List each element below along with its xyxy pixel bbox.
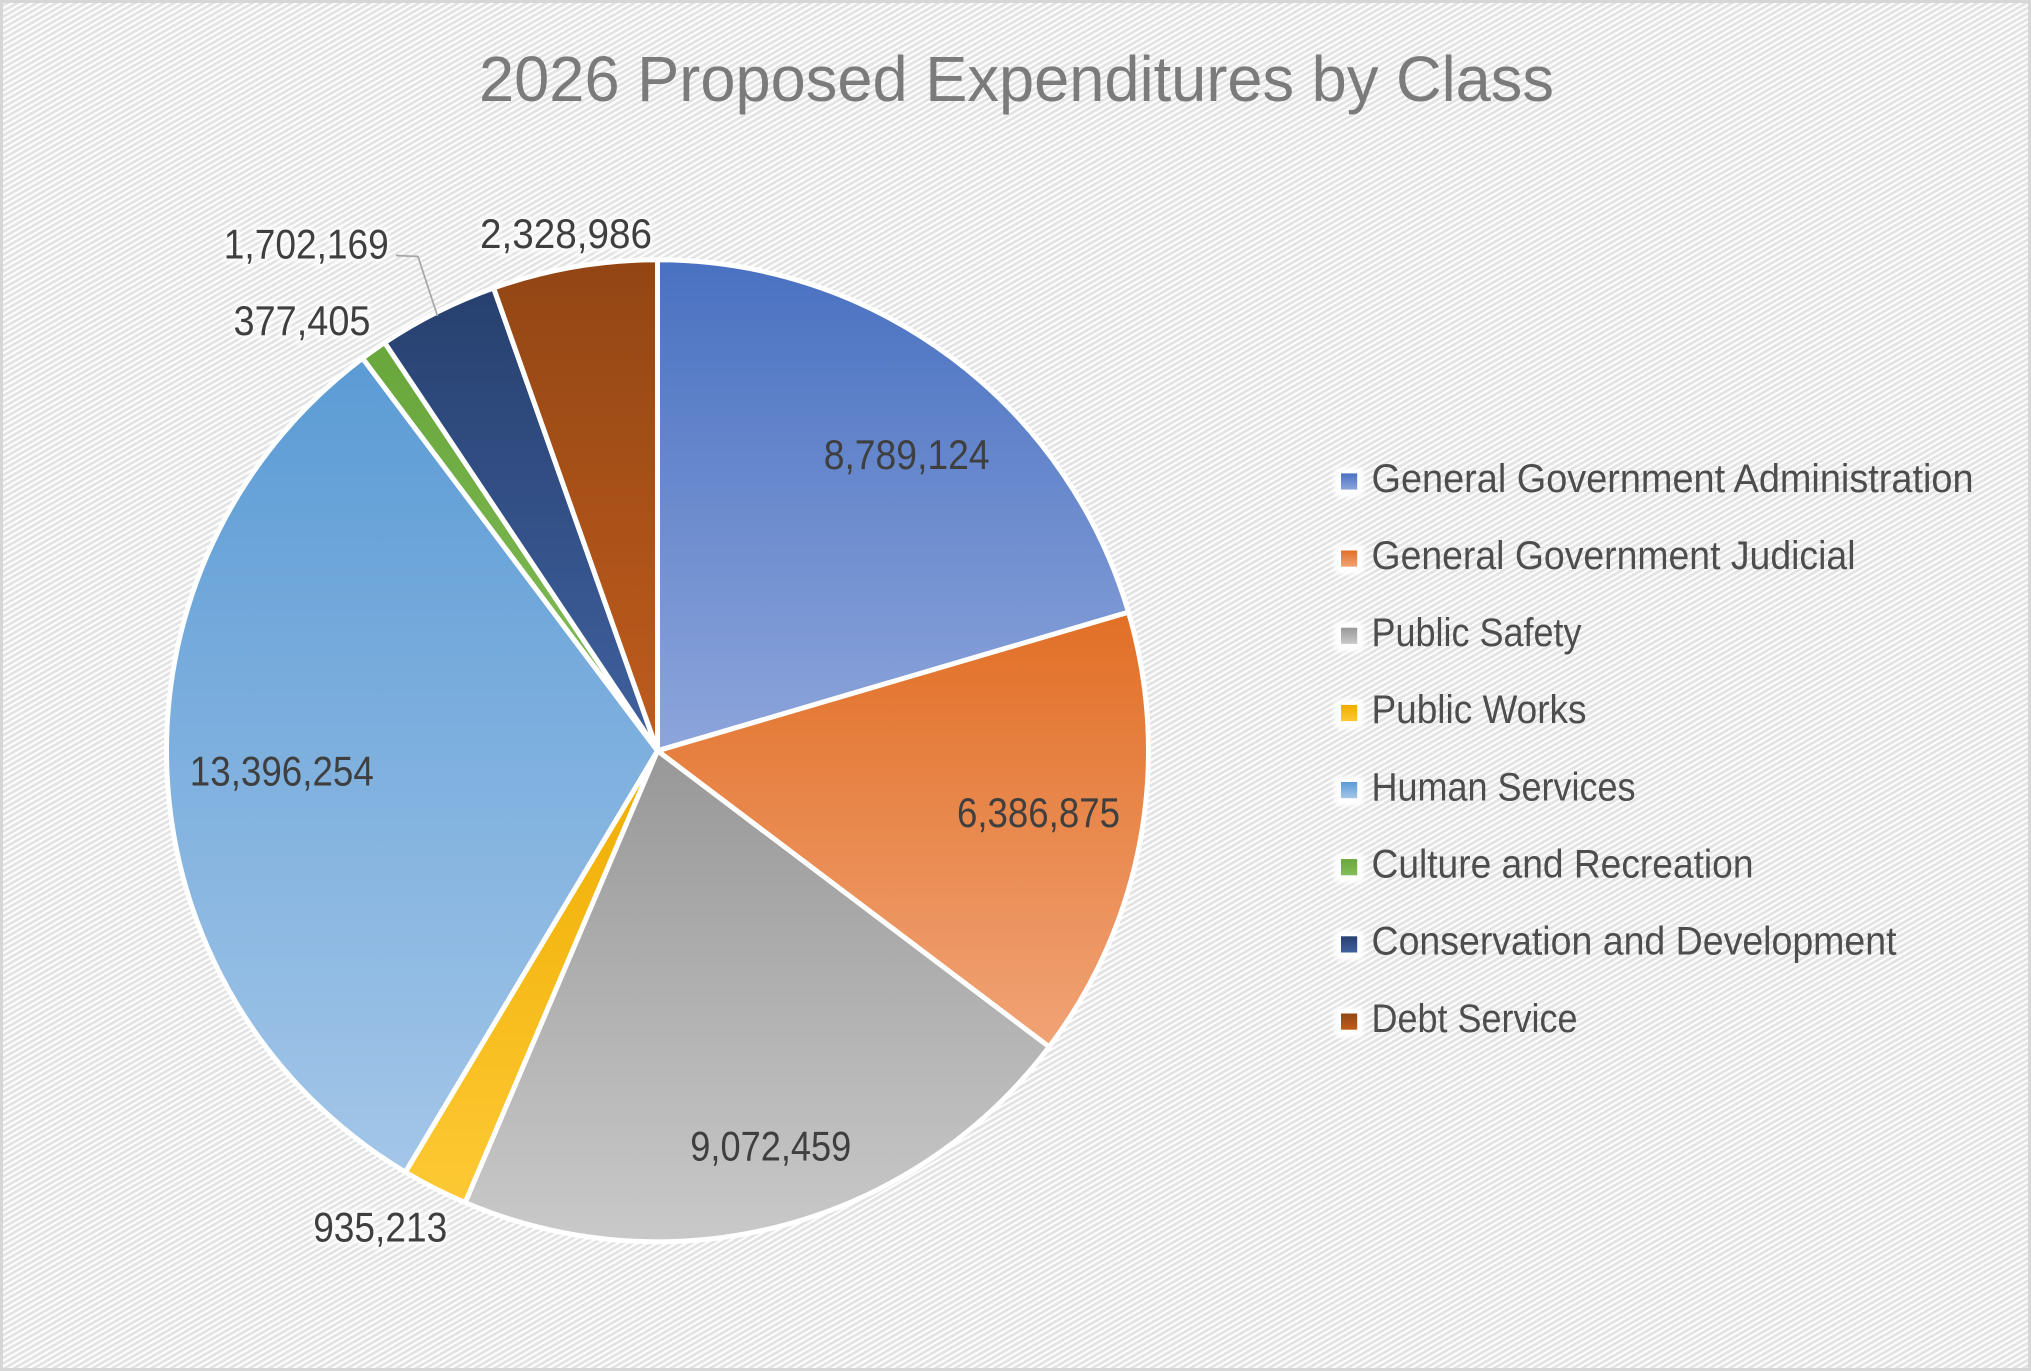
svg-text:2,328,986: 2,328,986 [480,210,652,257]
svg-text:1,702,169: 1,702,169 [224,221,389,268]
svg-text:6,386,875: 6,386,875 [957,789,1120,836]
svg-text:2026 Proposed Expenditures by: 2026 Proposed Expenditures by Class [479,43,1554,115]
svg-text:1,702,169: 1,702,169 [224,221,389,268]
svg-text:2,328,986: 2,328,986 [480,210,652,257]
svg-text:Debt Service: Debt Service [1372,997,1578,1041]
svg-text:Culture and Recreation: Culture and Recreation [1372,843,1754,887]
svg-text:377,405: 377,405 [234,297,371,344]
svg-text:General Government Judicial: General Government Judicial [1372,534,1856,578]
svg-text:9,072,459: 9,072,459 [690,1123,851,1170]
svg-text:General Government Administrat: General Government Administration [1372,457,1974,501]
svg-text:935,213: 935,213 [313,1203,447,1250]
svg-text:13,396,254: 13,396,254 [190,748,374,795]
svg-text:Conservation and Development: Conservation and Development [1372,920,1897,964]
svg-text:8,789,124: 8,789,124 [824,431,990,478]
svg-text:Public Safety: Public Safety [1372,611,1582,655]
svg-text:Public Works: Public Works [1372,688,1587,732]
svg-text:935,213: 935,213 [313,1203,447,1250]
svg-text:Human Services: Human Services [1372,765,1636,809]
svg-text:377,405: 377,405 [234,297,371,344]
